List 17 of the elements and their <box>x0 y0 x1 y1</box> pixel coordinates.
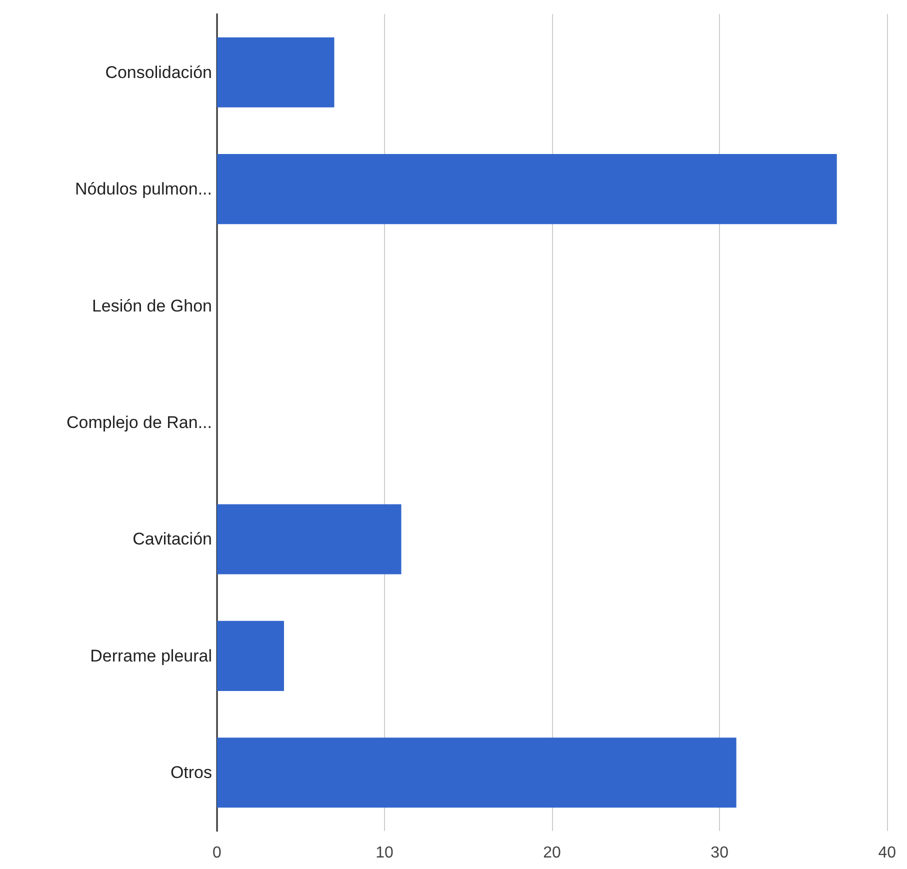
x-tick-label: 40 <box>878 844 896 862</box>
bar <box>217 620 284 691</box>
bar <box>217 37 334 108</box>
bar <box>217 738 736 808</box>
y-tick-label: Derrame pleural <box>90 646 212 666</box>
y-tick-label: Nódulos pulmon... <box>74 180 212 199</box>
x-tick-label: 10 <box>376 844 394 862</box>
x-tick-label: 30 <box>710 844 729 862</box>
bar <box>217 504 402 574</box>
x-tick-label: 0 <box>212 844 222 862</box>
y-tick-label: Complejo de Ran... <box>66 413 212 432</box>
y-tick-label: Otros <box>170 763 212 782</box>
y-tick-label: Cavitación <box>132 530 212 549</box>
y-tick-label: Consolidación <box>105 62 212 82</box>
x-tick-label: 20 <box>543 844 562 862</box>
y-tick-label: Lesión de Ghon <box>92 296 212 316</box>
bar <box>217 154 837 224</box>
